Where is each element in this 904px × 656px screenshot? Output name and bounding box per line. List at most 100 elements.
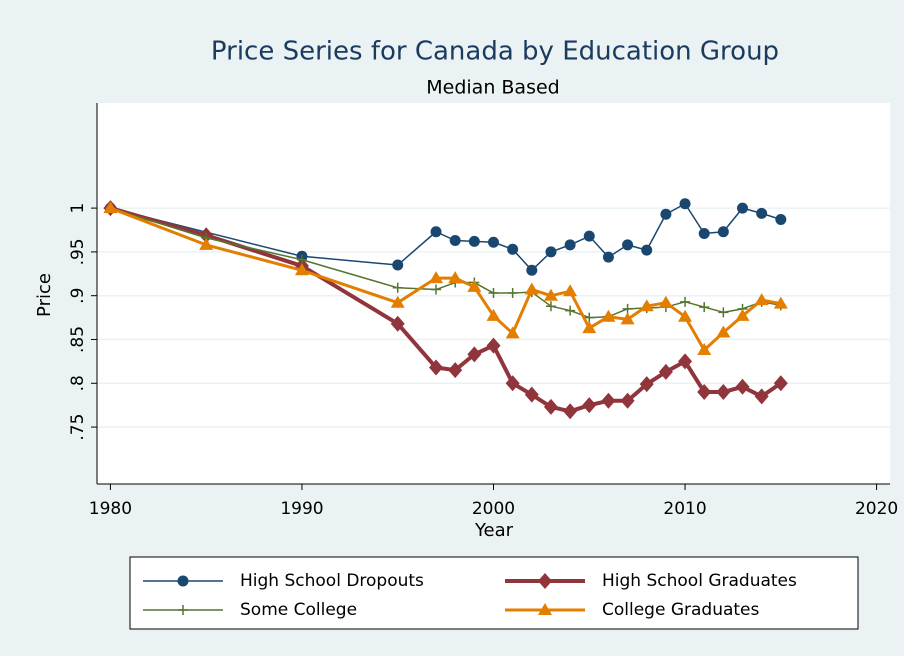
marker (754, 293, 769, 306)
marker (507, 243, 519, 255)
marker (392, 282, 403, 293)
marker (526, 264, 538, 276)
marker (680, 296, 691, 307)
marker (448, 271, 463, 284)
marker (543, 398, 558, 415)
marker (698, 228, 710, 240)
marker (296, 254, 307, 265)
legend-label: Some College (240, 600, 357, 620)
x-tick-label: 2010 (663, 499, 706, 519)
marker (429, 271, 444, 284)
marker (449, 235, 461, 247)
marker (660, 208, 672, 220)
marker (735, 308, 750, 321)
marker (718, 307, 729, 318)
marker (390, 315, 405, 332)
marker (756, 207, 768, 219)
y-tick-label: .85 (68, 326, 88, 353)
y-tick-label: .75 (68, 414, 88, 441)
marker (505, 326, 520, 339)
marker (507, 288, 518, 299)
marker (678, 309, 693, 322)
marker (737, 202, 749, 214)
marker (448, 362, 463, 379)
marker (486, 308, 501, 321)
y-tick-label: .95 (68, 238, 88, 265)
marker (658, 295, 673, 308)
legend-label: College Graduates (602, 600, 760, 620)
legend-marker (538, 573, 552, 589)
marker (678, 353, 693, 370)
marker (563, 403, 578, 420)
legend-marker (177, 575, 189, 587)
marker (679, 198, 691, 210)
marker (467, 279, 482, 292)
marker (773, 296, 788, 309)
marker (582, 321, 597, 334)
marker (468, 235, 480, 247)
marker (103, 201, 118, 214)
marker (505, 375, 520, 392)
marker (735, 378, 750, 395)
marker (543, 288, 558, 301)
marker (429, 359, 444, 376)
y-tick-label: .9 (68, 288, 88, 304)
marker (775, 213, 787, 225)
marker (601, 392, 616, 409)
marker (545, 246, 557, 258)
legend-label: High School Graduates (602, 571, 797, 591)
marker (467, 346, 482, 363)
marker (716, 384, 731, 401)
marker (716, 325, 731, 338)
legend-marker (178, 605, 188, 615)
chart-subtitle: Median Based (426, 77, 559, 99)
marker (430, 226, 442, 238)
y-axis-label: Price (34, 273, 55, 317)
marker (545, 301, 556, 312)
marker (564, 239, 576, 251)
y-tick-label: .8 (68, 375, 88, 391)
x-tick-label: 1980 (89, 499, 132, 519)
marker (392, 259, 404, 271)
marker (754, 388, 769, 405)
marker (524, 282, 539, 295)
marker (601, 309, 616, 322)
marker (583, 230, 595, 242)
marker (488, 236, 499, 248)
x-axis-label: Year (474, 520, 514, 541)
chart-title: Price Series for Canada by Education Gro… (211, 37, 779, 67)
legend-marker (538, 603, 552, 615)
marker (639, 376, 654, 393)
marker (658, 363, 673, 380)
marker (620, 312, 635, 325)
marker (294, 263, 309, 276)
marker (431, 284, 442, 295)
marker (486, 337, 501, 354)
marker (620, 392, 635, 409)
marker (199, 237, 214, 250)
marker (773, 375, 788, 392)
marker (565, 305, 576, 316)
marker (717, 226, 729, 238)
marker (697, 342, 712, 355)
marker (602, 251, 614, 263)
x-tick-label: 2020 (855, 499, 898, 519)
marker (639, 299, 654, 312)
legend (129, 556, 859, 630)
marker (697, 384, 712, 401)
series-line (110, 202, 782, 272)
marker (622, 239, 634, 251)
marker (622, 303, 633, 314)
marker (584, 312, 595, 323)
x-tick-label: 2000 (472, 499, 515, 519)
legend-label: High School Dropouts (240, 571, 424, 591)
x-tick-label: 1990 (280, 499, 323, 519)
marker (563, 284, 578, 297)
marker (524, 386, 539, 403)
marker (699, 302, 710, 313)
marker (390, 295, 405, 308)
marker (488, 288, 499, 299)
marker (582, 397, 597, 414)
marker (641, 244, 653, 256)
